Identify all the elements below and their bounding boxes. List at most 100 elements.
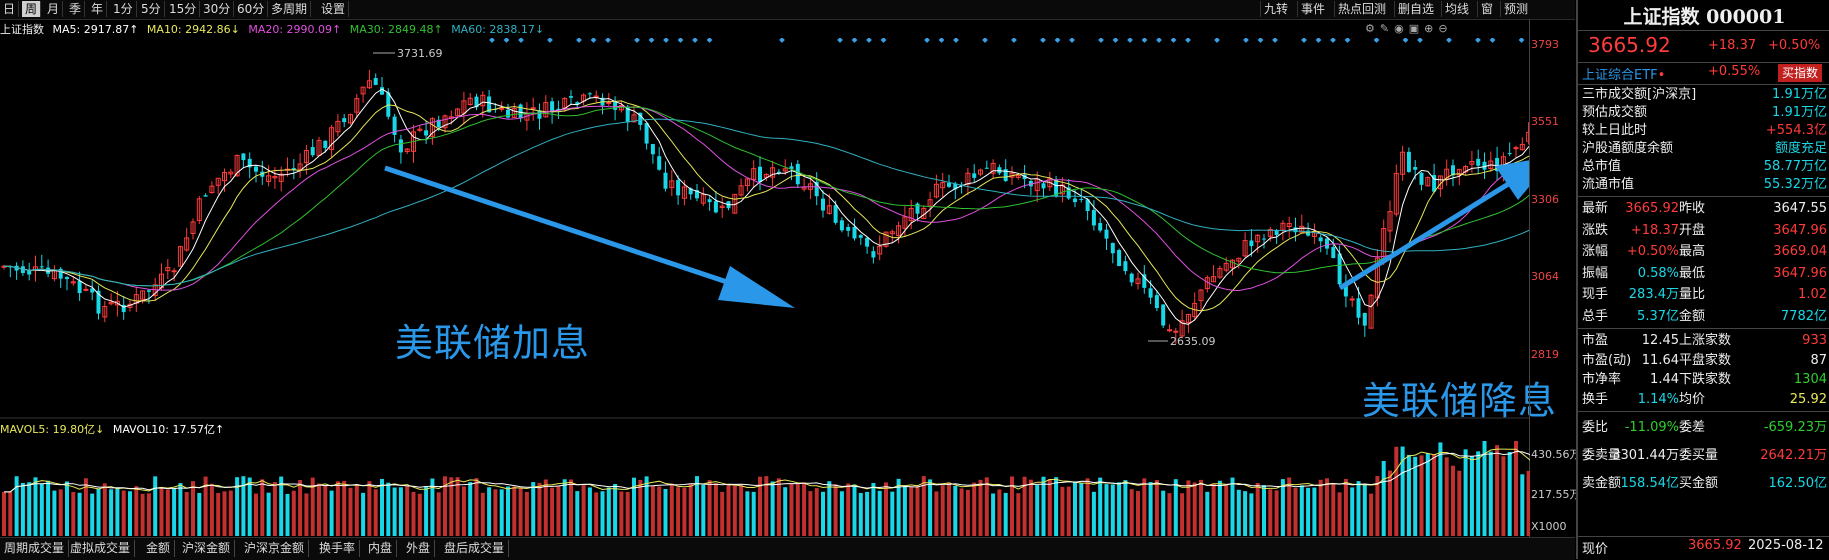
candlestick-chart[interactable]: 3731.69 2635.09 [0, 38, 1530, 420]
lock-icon[interactable]: ▣ [1408, 22, 1425, 35]
quote-row: 现手 283.4万 量比 1.02 [1582, 284, 1827, 306]
market-value: 933 [1802, 333, 1827, 348]
period-1min[interactable]: 1分 [110, 1, 137, 17]
tab-outer[interactable]: 外盘 [402, 540, 436, 557]
volume-bar [776, 478, 781, 536]
volume-bar [140, 493, 145, 536]
candle [272, 176, 278, 179]
candle [398, 139, 403, 153]
tab-hsj-amount[interactable]: 沪深京金额 [240, 540, 310, 557]
candle [20, 266, 25, 274]
volume-bar [1129, 489, 1134, 536]
period-week[interactable]: 周 [22, 1, 42, 17]
volume-bar [216, 492, 221, 536]
volume-bar [758, 476, 762, 536]
forecast-button[interactable]: 预测 [1500, 1, 1531, 17]
volume-bar [512, 486, 517, 536]
period-15min[interactable]: 15分 [166, 1, 201, 17]
volume-bar [1041, 476, 1046, 536]
zoom-in-icon[interactable]: ⊕ [1424, 22, 1439, 35]
quote-value: 3647.96 [1773, 222, 1827, 238]
quote-label: 量比 [1679, 287, 1706, 302]
volume-bar [1142, 478, 1147, 536]
draw-pen-icon[interactable]: ✎ [1379, 22, 1395, 35]
event-marker [982, 38, 988, 43]
volume-bar [285, 493, 290, 536]
volume-bar [713, 483, 718, 536]
tab-after-hours-volume[interactable]: 盘后成交量 [440, 540, 510, 557]
etf-link[interactable]: 上证综合ETF• [1582, 68, 1666, 83]
candle [140, 290, 146, 300]
candle [65, 277, 69, 280]
tab-inner[interactable]: 内盘 [364, 540, 398, 557]
volume-bar [197, 492, 202, 536]
period-5min[interactable]: 5分 [138, 1, 165, 17]
remove-favorite-button[interactable]: 删自选 [1394, 1, 1437, 17]
period-day[interactable]: 日 [0, 1, 20, 17]
volume-bar [1255, 482, 1260, 536]
period-30min[interactable]: 30分 [200, 1, 235, 17]
period-quarter[interactable]: 季 [66, 1, 86, 17]
volume-bar [833, 484, 838, 536]
volume-bar [436, 492, 441, 536]
candle [700, 194, 706, 204]
tab-hs-amount[interactable]: 沪深金额 [178, 540, 236, 557]
tab-period-volume[interactable]: 周期成交量 [0, 540, 70, 557]
eye-icon[interactable]: ◉ [1394, 22, 1409, 35]
volume-bar [1425, 453, 1430, 536]
candle [1110, 242, 1115, 254]
buy-index-button[interactable]: 买指数 [1778, 64, 1823, 82]
period-60min[interactable]: 60分 [234, 1, 269, 17]
period-multi[interactable]: 多周期 [268, 1, 312, 17]
volume-bar [172, 488, 177, 536]
events-button[interactable]: 事件 [1297, 1, 1328, 17]
volume-bar [1482, 441, 1487, 536]
candle [1142, 274, 1147, 288]
event-marker [547, 38, 553, 43]
quote-value: 5.37亿 [1637, 308, 1679, 324]
quote-label: 振幅 [1582, 265, 1609, 281]
volume-bar [1003, 492, 1008, 536]
quote-value: 7782亿 [1780, 308, 1827, 324]
market-row: 换手 1.14% 均价 25.92 [1582, 390, 1827, 410]
candle [1495, 158, 1500, 172]
price-axis-tick: 3064 [1531, 270, 1559, 283]
volume-bar [632, 477, 636, 536]
candle [121, 304, 126, 313]
event-marker [706, 38, 713, 43]
settings-button[interactable]: 设置 [318, 1, 350, 17]
jiuzhuan-button[interactable]: 九转 [1260, 1, 1291, 17]
event-marker [938, 38, 945, 43]
volume-bar [600, 491, 605, 536]
volume-bar [569, 479, 573, 536]
tab-virtual-volume[interactable]: 虚拟成交量 [66, 540, 136, 557]
stat-value: 1.91万亿 [1772, 105, 1827, 120]
moving-average-button[interactable]: 均线 [1441, 1, 1472, 17]
candle [650, 144, 655, 155]
settings-gear-icon[interactable]: ⚙ [1365, 22, 1380, 35]
volume-bar [417, 493, 422, 536]
volume-bar [1028, 479, 1033, 536]
volume-chart[interactable] [0, 438, 1530, 536]
mavol10-label: MAVOL10: 17.57亿↑ [112, 423, 225, 436]
candle [1469, 161, 1475, 165]
event-marker [590, 38, 597, 43]
tab-turnover[interactable]: 换手率 [315, 540, 361, 557]
window-button[interactable]: 窗 [1477, 1, 1496, 17]
tab-amount[interactable]: 金额 [142, 540, 176, 557]
hotspot-backtest-button[interactable]: 热点回测 [1334, 1, 1389, 17]
candle [266, 175, 272, 182]
event-marker [1446, 38, 1452, 43]
zoom-out-icon[interactable]: ⊖ [1438, 22, 1453, 35]
volume-bar [348, 487, 353, 536]
candle [1393, 172, 1399, 215]
volume-bar [1520, 474, 1525, 536]
market-label: 市盈(动) [1582, 352, 1632, 368]
event-marker [692, 38, 698, 43]
volume-bar [852, 484, 857, 536]
quote-value: 3669.04 [1773, 244, 1827, 259]
period-month[interactable]: 月 [44, 1, 64, 17]
volume-bar [1381, 460, 1386, 536]
period-year[interactable]: 年 [88, 1, 108, 17]
volume-bar [1098, 477, 1103, 536]
